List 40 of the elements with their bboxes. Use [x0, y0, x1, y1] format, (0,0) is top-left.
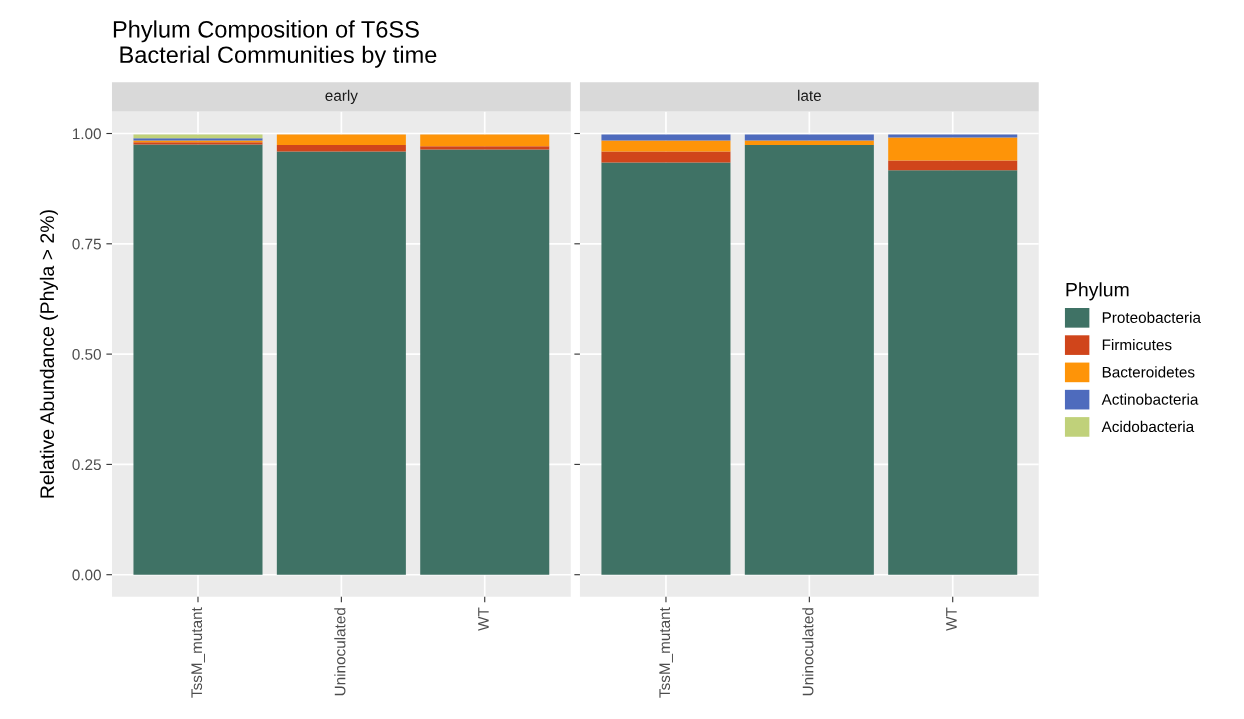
x-tick-label: Uninoculated: [334, 608, 346, 696]
chart-subtitle: late: [798, 89, 821, 101]
chart-title: Phylum Composition of T6SS Bacterial Communities by time: [113, 20, 437, 68]
bar: [888, 134, 1018, 138]
legend-label: Acidobacteria: [1101, 420, 1195, 433]
bar: [888, 170, 1018, 575]
bar: [601, 151, 731, 163]
bar: [420, 146, 550, 150]
bar: [276, 134, 406, 145]
x-tick-label: TssM_mutant: [191, 607, 205, 698]
y-tick-label: 1.00: [72, 128, 101, 140]
x-tick-label: WT: [478, 607, 489, 631]
bar: [133, 144, 263, 575]
bar: [744, 134, 874, 141]
legend-title: Phylum: [1066, 282, 1129, 301]
bar: [888, 137, 1018, 161]
x-tick-label: TssM_mutant: [659, 607, 673, 698]
x-tick-label: WT: [946, 607, 957, 631]
x-tick-label: Uninoculated: [802, 608, 814, 696]
bar: [133, 134, 263, 139]
bar: [420, 149, 550, 575]
y-tick-label: 0.50: [72, 348, 101, 360]
bar: [744, 144, 874, 575]
bar: [601, 140, 731, 152]
y-tick-label: 0.75: [72, 238, 101, 250]
y-tick-label: 0.25: [72, 459, 101, 471]
bar: [888, 160, 1018, 171]
bar: [276, 144, 406, 152]
y-tick-label: 0.00: [72, 569, 101, 581]
legend-label: Firmicutes: [1102, 339, 1172, 351]
bar: [744, 140, 874, 145]
chart-subtitle: early: [325, 89, 358, 105]
bar: [601, 134, 731, 141]
legend-label: Proteobacteria: [1102, 311, 1201, 323]
legend-label: Bacteroidetes: [1102, 366, 1195, 378]
bar: [276, 151, 406, 575]
legend-label: Actinobacteria: [1101, 393, 1199, 405]
y-axis-title: Relative Abundance (Phyla > 2%): [39, 210, 58, 498]
bar: [420, 134, 550, 147]
bar: [601, 162, 731, 575]
